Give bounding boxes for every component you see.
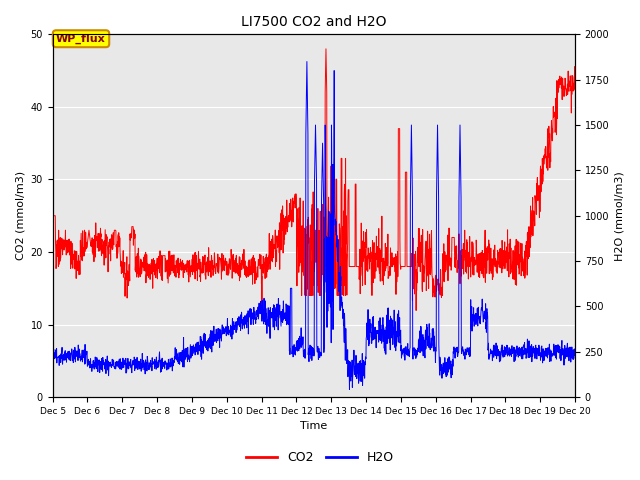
- Y-axis label: H2O (mmol/m3): H2O (mmol/m3): [615, 171, 625, 261]
- Y-axis label: CO2 (mmol/m3): CO2 (mmol/m3): [15, 171, 25, 260]
- Legend: CO2, H2O: CO2, H2O: [241, 446, 399, 469]
- Text: WP_flux: WP_flux: [56, 34, 106, 44]
- Title: LI7500 CO2 and H2O: LI7500 CO2 and H2O: [241, 15, 387, 29]
- X-axis label: Time: Time: [300, 421, 328, 432]
